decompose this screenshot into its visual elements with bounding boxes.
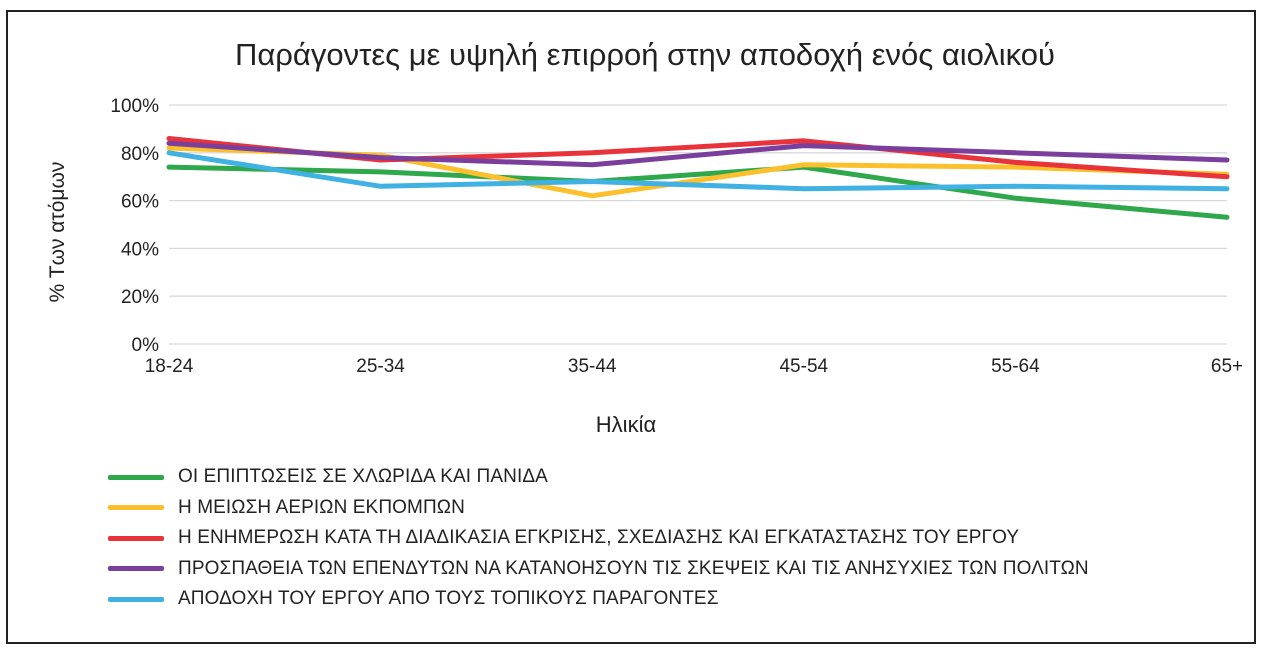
legend-item: Η ΕΝΗΜΕΡΩΣΗ ΚΑΤΑ ΤΗ ΔΙΑΔΙΚΑΣΙΑ ΕΓΚΡΙΣΗΣ,… <box>108 523 1089 554</box>
x-tick-labels: 18-24 25-34 35-44 45-54 55-64 65+ <box>145 356 1243 377</box>
y-tick-label: 40% <box>121 239 159 260</box>
chart-legend: ΟΙ ΕΠΙΠΤΩΣΕΙΣ ΣΕ ΧΛΩΡΙΔΑ ΚΑΙ ΠΑΝΙΔΑ Η ΜΕΙ… <box>108 462 1089 615</box>
legend-label: ΠΡΟΣΠΑΘΕΙΑ ΤΩΝ ΕΠΕΝΔΥΤΩΝ ΝΑ ΚΑΤΑΝΟΗΣΟΥΝ … <box>178 557 1089 579</box>
legend-swatch <box>108 505 164 511</box>
x-tick-label: 25-34 <box>356 356 405 377</box>
series-line <box>166 164 1230 220</box>
y-axis-label: % Των ατόμων <box>46 162 69 303</box>
legend-swatch <box>108 566 164 572</box>
legend-label: ΑΠΟΔΟΧΗ ΤΟΥ ΕΡΓΟΥ ΑΠΟ ΤΟΥΣ ΤΟΠΙΚΟΥΣ ΠΑΡΑ… <box>178 588 719 610</box>
line-chart: Παράγοντες με υψηλή επιρροή στην αποδοχή… <box>46 37 1243 437</box>
x-tick-label: 65+ <box>1211 356 1243 377</box>
x-tick-label: 45-54 <box>779 356 828 377</box>
chart-frame <box>6 10 1256 644</box>
legend-label: ΟΙ ΕΠΙΠΤΩΣΕΙΣ ΣΕ ΧΛΩΡΙΔΑ ΚΑΙ ΠΑΝΙΔΑ <box>178 466 548 488</box>
series-lines <box>166 136 1230 220</box>
y-tick-label: 60% <box>121 192 159 213</box>
y-tick-label: 80% <box>121 144 159 165</box>
x-tick-label: 55-64 <box>991 356 1040 377</box>
legend-item: ΠΡΟΣΠΑΘΕΙΑ ΤΩΝ ΕΠΕΝΔΥΤΩΝ ΝΑ ΚΑΤΑΝΟΗΣΟΥΝ … <box>108 554 1089 585</box>
chart-title: Παράγοντες με υψηλή επιρροή στην αποδοχή… <box>235 37 1055 72</box>
legend-swatch <box>108 535 164 541</box>
y-tick-label: 0% <box>132 335 160 356</box>
x-axis-label: Ηλικία <box>596 412 657 437</box>
legend-label: Η ΜΕΙΩΣΗ ΑΕΡΙΩΝ ΕΚΠΟΜΠΩΝ <box>178 496 465 518</box>
series-line <box>166 140 1230 168</box>
legend-swatch <box>108 596 164 602</box>
legend-swatch <box>108 474 164 480</box>
x-tick-label: 35-44 <box>568 356 617 377</box>
y-tick-label: 100% <box>110 96 159 117</box>
gridlines <box>169 104 1227 345</box>
x-tick-label: 18-24 <box>145 356 194 377</box>
legend-label: Η ΕΝΗΜΕΡΩΣΗ ΚΑΤΑ ΤΗ ΔΙΑΔΙΚΑΣΙΑ ΕΓΚΡΙΣΗΣ,… <box>178 527 1020 549</box>
legend-item: ΟΙ ΕΠΙΠΤΩΣΕΙΣ ΣΕ ΧΛΩΡΙΔΑ ΚΑΙ ΠΑΝΙΔΑ <box>108 462 1089 493</box>
y-tick-label: 20% <box>121 287 159 308</box>
legend-item: Η ΜΕΙΩΣΗ ΑΕΡΙΩΝ ΕΚΠΟΜΠΩΝ <box>108 493 1089 524</box>
y-tick-labels: 0% 20% 40% 60% 80% 100% <box>110 96 159 356</box>
legend-item: ΑΠΟΔΟΧΗ ΤΟΥ ΕΡΓΟΥ ΑΠΟ ΤΟΥΣ ΤΟΠΙΚΟΥΣ ΠΑΡΑ… <box>108 584 1089 615</box>
series-line <box>166 150 1230 192</box>
